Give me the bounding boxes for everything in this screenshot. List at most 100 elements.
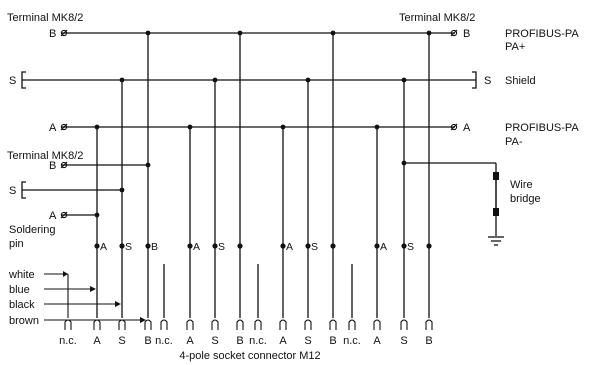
profibus-plus-line1: PROFIBUS-PA — [505, 28, 579, 40]
junction-dot — [145, 30, 151, 36]
junction-dot — [401, 77, 407, 83]
pin-label: B — [236, 335, 243, 347]
pin-label: n.c. — [343, 335, 361, 347]
junction-dot — [187, 124, 193, 130]
pin-label: n.c. — [59, 335, 77, 347]
junction-dot — [119, 77, 125, 83]
pin-label: S — [211, 335, 218, 347]
label-a-right: A — [463, 122, 471, 134]
socket-contact — [93, 319, 101, 330]
pin-label: S — [118, 335, 125, 347]
junction-dot — [330, 30, 336, 36]
pin-label: A — [93, 335, 101, 347]
junction-dot — [237, 30, 243, 36]
profibus-plus-line2: PA+ — [505, 41, 525, 53]
wire-bridge-line2: bridge — [510, 193, 541, 205]
label-s-left-top: S — [9, 75, 16, 87]
terminal-label-top-left: Terminal MK8/2 — [7, 12, 83, 24]
solder-label: A — [380, 241, 387, 253]
socket-contact — [186, 319, 194, 330]
solder-dot — [330, 243, 336, 249]
profibus-minus-line1: PROFIBUS-PA — [505, 122, 579, 134]
pin-label: n.c. — [155, 335, 173, 347]
socket-contact — [400, 319, 408, 330]
solder-label: S — [407, 241, 414, 253]
junction-dot — [145, 162, 151, 168]
junction-dot — [374, 124, 380, 130]
socket-contact — [348, 319, 356, 330]
solder-label: S — [125, 241, 132, 253]
solder-dot — [401, 243, 407, 249]
solder-label: S — [311, 241, 318, 253]
pin-label: S — [304, 335, 311, 347]
socket-contact — [373, 319, 381, 330]
socket-contact — [279, 319, 287, 330]
wire-label-blue: blue — [9, 284, 30, 296]
shield-label: Shield — [505, 75, 536, 87]
terminal-b-top-left — [60, 29, 68, 37]
label-b-mid-left: B — [49, 160, 56, 172]
socket-contact — [254, 319, 262, 330]
solder-label: A — [100, 241, 107, 253]
pin-label: A — [373, 335, 381, 347]
pin-label: n.c. — [249, 335, 267, 347]
pin-label: B — [144, 335, 151, 347]
junction-dot — [401, 160, 407, 166]
socket-contact — [64, 319, 72, 330]
wire-label-white: white — [8, 269, 35, 281]
socket-contact — [211, 319, 219, 330]
socket-contact — [118, 319, 126, 330]
pin-label: B — [329, 335, 336, 347]
junction-dot — [212, 77, 218, 83]
socket-contact — [144, 319, 152, 330]
wire-label-brown: brown — [9, 315, 39, 327]
label-a-left: A — [49, 122, 57, 134]
socket-contact — [304, 319, 312, 330]
profibus-minus-line2: PA- — [505, 136, 523, 148]
solder-dot — [426, 243, 432, 249]
junction-dot — [280, 124, 286, 130]
junction-dot — [305, 77, 311, 83]
shield-clamp-left-mid — [21, 181, 26, 199]
solder-dot — [374, 243, 380, 249]
soldering-label-line1: Soldering — [9, 224, 55, 236]
solder-dot — [119, 243, 125, 249]
junction-dot — [426, 30, 432, 36]
label-a-mid-left: A — [49, 210, 57, 222]
solder-dot — [305, 243, 311, 249]
terminal-a-left — [60, 123, 68, 131]
wire-label-black: black — [9, 299, 35, 311]
wire-arrow-blue — [44, 286, 96, 292]
socket-contact — [236, 319, 244, 330]
junction-dot — [94, 212, 100, 218]
connector-title: 4-pole socket connector M12 — [179, 350, 320, 362]
solder-dot — [145, 243, 151, 249]
solder-dot — [94, 243, 100, 249]
pin-label: S — [400, 335, 407, 347]
junction-dot — [94, 124, 100, 130]
socket-contact — [329, 319, 337, 330]
solder-label: A — [286, 241, 293, 253]
wire-arrow-brown — [44, 317, 146, 323]
label-b-top-right: B — [463, 28, 470, 40]
socket-contacts — [64, 319, 433, 330]
wire-arrow-white — [44, 271, 69, 318]
wire-bridge — [493, 163, 499, 236]
pin-label: A — [279, 335, 287, 347]
solder-dot — [212, 243, 218, 249]
pin-label: B — [425, 335, 432, 347]
solder-dot — [280, 243, 286, 249]
socket-contact — [160, 319, 168, 330]
terminal-label-top-right: Terminal MK8/2 — [399, 12, 475, 24]
label-s-left-mid: S — [9, 185, 16, 197]
label-b-top-left: B — [49, 28, 56, 40]
socket-contact — [425, 319, 433, 330]
wire-bridge-line1: Wire — [510, 179, 533, 191]
solder-label: B — [151, 241, 158, 253]
wire-arrow-black — [44, 301, 121, 307]
ground-icon — [488, 236, 504, 246]
label-s-right: S — [484, 75, 491, 87]
soldering-label-line2: pin — [9, 238, 24, 250]
solder-dot — [237, 243, 243, 249]
